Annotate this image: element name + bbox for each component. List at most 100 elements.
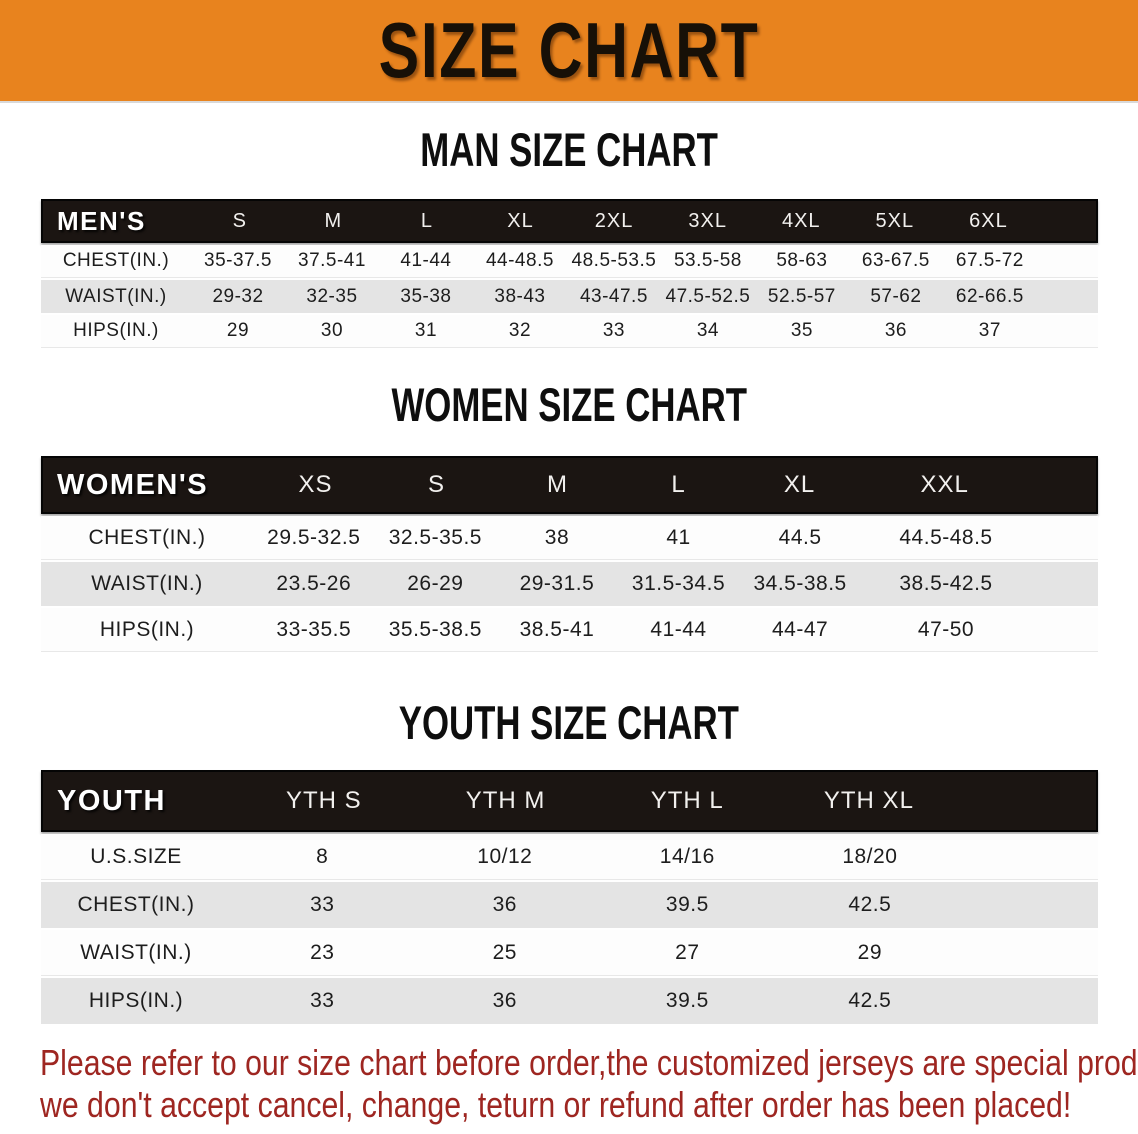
men-size-value: 44-48.5	[485, 250, 554, 271]
women-table-row: HIPS(IN.) 33-35.5 35.5-38.5 38.5-41 41-44 44-…	[41, 608, 1098, 652]
women-size-value: 32.5-35.5	[388, 525, 482, 549]
youth-row-label: WAIST(IN.)	[80, 940, 192, 964]
women-size-value: 38.5-42.5	[899, 572, 993, 595]
men-size-column-header: XL	[507, 209, 534, 232]
youth-row-label: U.S.SIZE	[90, 844, 182, 868]
women-size-value: 41	[666, 525, 691, 549]
men-size-value: 35-38	[400, 285, 452, 307]
men-size-value: 62-66.5	[955, 285, 1024, 307]
men-size-value: 33	[602, 320, 625, 341]
youth-size-value: 25	[492, 940, 517, 964]
men-size-value: 57-62	[870, 285, 922, 307]
women-size-value: 34.5-38.5	[753, 572, 847, 595]
banner-title: SIZE CHART	[378, 6, 760, 94]
women-corner-label: WOMEN'S	[57, 468, 209, 501]
women-size-value: 29-31.5	[519, 572, 595, 595]
men-size-value: 32-35	[306, 285, 358, 307]
men-size-value: 47.5-52.5	[665, 285, 751, 307]
women-size-value: 31.5-34.5	[631, 572, 726, 595]
youth-size-value: 23	[310, 940, 335, 964]
youth-size-column-header: YTH S	[286, 787, 362, 814]
men-size-value: 35	[790, 320, 813, 341]
youth-section-title: YOUTH SIZE CHART	[398, 696, 740, 749]
women-table-row: WAIST(IN.) 23.5-26 26-29 29-31.5 31.5-34.5 34…	[41, 562, 1098, 606]
women-size-value: 44.5	[778, 525, 822, 549]
men-size-column-header: 5XL	[875, 209, 915, 232]
women-size-value: 26-29	[407, 572, 464, 595]
youth-size-value: 39.5	[665, 989, 709, 1012]
youth-table-row: CHEST(IN.) 33 36 39.5 42.5	[41, 882, 1098, 928]
youth-size-value: 29	[857, 940, 883, 964]
women-size-value: 38.5-41	[519, 617, 595, 641]
men-size-value: 63-67.5	[861, 250, 930, 271]
men-size-column-header: S	[232, 209, 247, 232]
youth-corner-label: YOUTH	[57, 784, 166, 817]
women-table-row: CHEST(IN.) 29.5-32.5 32.5-35.5 38 41 44.5 44.5…	[41, 516, 1098, 560]
women-size-column-header: XS	[298, 471, 333, 498]
youth-table-header: YOUTH YTH S YTH M YTH L YTH XL	[41, 770, 1098, 832]
men-size-value: 29	[226, 320, 250, 341]
men-table-header: MEN'S S M L XL 2XL 3XL 4XL 5XL 6XL	[41, 199, 1098, 243]
youth-size-column-header: YTH XL	[823, 787, 914, 814]
youth-size-value: 39.5	[665, 893, 709, 916]
women-size-value: 44-47	[771, 617, 829, 641]
youth-size-value: 33	[310, 893, 335, 916]
men-table-row: HIPS(IN.) 29 30 31 32 33 34 35 36 37	[41, 315, 1098, 348]
men-size-value: 30	[320, 320, 344, 341]
men-size-value: 29-32	[212, 285, 264, 307]
women-size-table: WOMEN'S XS S M L XL XXL CHEST(IN.) 29.5-32.5 32.5…	[41, 456, 1098, 652]
men-size-value: 38-43	[494, 285, 546, 307]
women-size-value: 38	[544, 525, 570, 549]
men-size-column-header: M	[324, 209, 343, 232]
youth-size-value: 36	[492, 989, 517, 1012]
youth-table-row: HIPS(IN.) 33 36 39.5 42.5	[41, 978, 1098, 1024]
youth-table-row: WAIST(IN.) 23 25 27 29	[41, 930, 1098, 976]
men-corner-label: MEN'S	[57, 205, 146, 236]
men-size-column-header: L	[420, 209, 433, 232]
women-size-value: 35.5-38.5	[388, 617, 482, 641]
men-size-value: 34	[696, 320, 719, 341]
men-size-value: 43-47.5	[579, 285, 648, 307]
youth-size-value: 27	[675, 940, 700, 964]
youth-size-value: 36	[492, 893, 517, 916]
men-row-label: WAIST(IN.)	[65, 285, 167, 307]
women-size-column-header: S	[427, 471, 445, 498]
disclaimer-line-1: Please refer to our size chart before or…	[40, 1042, 1138, 1083]
men-row-label: CHEST(IN.)	[62, 250, 170, 271]
youth-row-label: CHEST(IN.)	[77, 893, 195, 916]
women-row-label: WAIST(IN.)	[91, 572, 203, 595]
women-table-header: WOMEN'S XS S M L XL XXL	[41, 456, 1098, 514]
men-table-row: WAIST(IN.) 29-32 32-35 35-38 38-43 43-47.5 47.…	[41, 280, 1098, 313]
men-size-value: 52.5-57	[767, 285, 836, 307]
women-size-column-header: XXL	[920, 471, 969, 498]
women-section-title: WOMEN SIZE CHART	[391, 378, 747, 431]
youth-row-label: HIPS(IN.)	[88, 989, 184, 1012]
men-section-title: MAN SIZE CHART	[420, 123, 718, 176]
women-row-label: HIPS(IN.)	[99, 617, 195, 641]
men-size-table: MEN'S S M L XL 2XL 3XL 4XL 5XL 6XL CHEST(IN.) 35-37…	[41, 199, 1098, 348]
women-size-column-header: L	[671, 471, 686, 498]
banner: SIZE CHART	[0, 0, 1138, 103]
youth-size-value: 42.5	[848, 893, 892, 916]
men-size-column-header: 2XL	[594, 209, 634, 232]
men-size-value: 48.5-53.5	[571, 250, 657, 271]
women-size-value: 41-44	[650, 617, 707, 641]
women-row-label: CHEST(IN.)	[88, 525, 206, 549]
youth-size-value: 42.5	[848, 989, 892, 1012]
youth-size-table: YOUTH YTH S YTH M YTH L YTH XL U.S.SIZE 8 10/12…	[41, 770, 1098, 1024]
youth-size-value: 10/12	[477, 844, 533, 868]
youth-size-column-header: YTH L	[650, 787, 724, 814]
youth-size-column-header: YTH M	[465, 787, 546, 814]
women-size-column-header: M	[547, 471, 568, 498]
disclaimer-note: Please refer to our size chart before or…	[40, 1042, 1138, 1126]
men-size-value: 37.5-41	[298, 250, 366, 271]
men-size-column-header: 3XL	[688, 209, 727, 232]
men-size-column-header: 6XL	[969, 209, 1008, 232]
men-size-value: 32	[508, 320, 532, 341]
men-size-value: 31	[414, 320, 438, 341]
women-size-value: 29.5-32.5	[267, 525, 361, 549]
youth-size-value: 33	[310, 989, 335, 1012]
youth-size-value: 8	[316, 844, 329, 868]
youth-size-value: 14/16	[659, 844, 715, 868]
